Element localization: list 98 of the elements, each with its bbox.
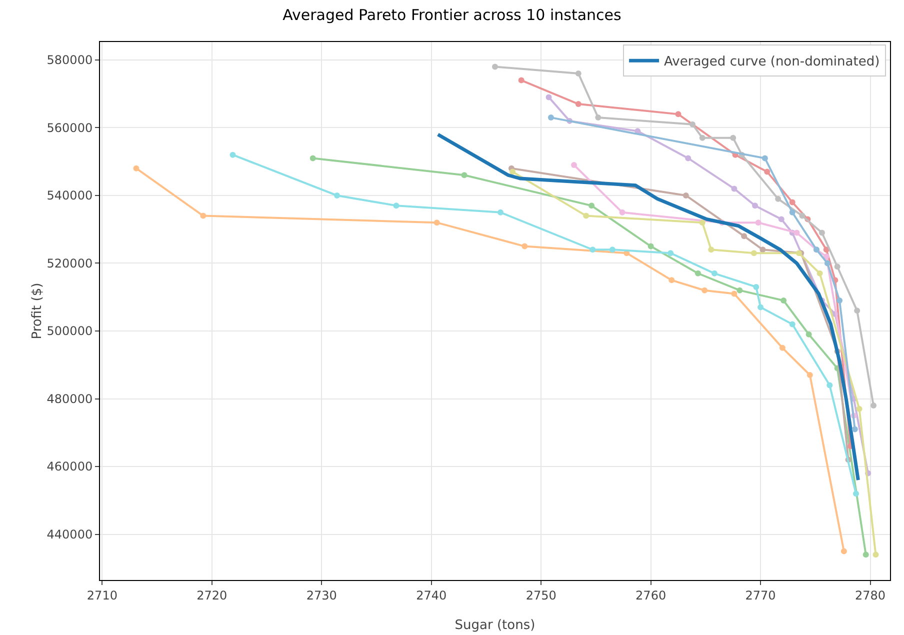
point [872, 552, 879, 558]
point [778, 216, 784, 222]
point [818, 230, 825, 236]
point [310, 155, 316, 162]
point [648, 243, 654, 250]
point [789, 209, 796, 216]
point [548, 114, 554, 121]
point [794, 230, 800, 236]
legend-label: Averaged curve (non-dominated) [664, 54, 880, 70]
point [762, 155, 768, 162]
point [752, 202, 758, 209]
point [492, 64, 498, 70]
point [708, 246, 714, 253]
point [856, 406, 862, 412]
point [609, 246, 616, 253]
point [736, 287, 743, 294]
x-tick-label: 2770 [745, 588, 776, 602]
point [836, 298, 843, 304]
point [741, 233, 748, 240]
y-tick-label: 440000 [46, 527, 93, 542]
y-tick-label: 540000 [46, 188, 93, 203]
point [434, 220, 440, 226]
chart-title: Averaged Pareto Frontier across 10 instances [282, 6, 622, 24]
point [690, 121, 696, 128]
point [826, 382, 833, 388]
point [806, 372, 813, 378]
point [518, 77, 524, 84]
point [583, 212, 590, 219]
point [393, 202, 400, 209]
point [595, 114, 602, 121]
point [702, 287, 708, 294]
y-tick-label: 500000 [46, 324, 93, 338]
point [334, 192, 340, 198]
x-tick-label: 2740 [416, 588, 447, 602]
point [775, 196, 782, 202]
point [588, 202, 595, 209]
point [731, 186, 738, 192]
point [840, 548, 847, 554]
line-series [436, 132, 860, 482]
point [575, 101, 582, 107]
point [834, 264, 840, 270]
point [575, 70, 582, 77]
point [789, 199, 796, 206]
point [758, 304, 764, 310]
point [796, 250, 802, 256]
point [780, 298, 787, 304]
point [522, 243, 528, 250]
point [497, 209, 504, 216]
point [854, 308, 860, 314]
point [699, 220, 706, 226]
point [571, 162, 577, 168]
point [789, 321, 796, 328]
point [590, 246, 596, 253]
point [753, 284, 760, 290]
point [619, 209, 626, 216]
x-tick-label: 2760 [636, 588, 666, 602]
point [862, 552, 869, 558]
point [779, 344, 786, 351]
x-tick-label: 2780 [854, 588, 886, 602]
point [461, 172, 468, 178]
point [852, 426, 858, 432]
y-tick-label: 460000 [46, 460, 93, 474]
x-tick-label: 2730 [306, 588, 337, 602]
point [668, 250, 674, 256]
point [699, 134, 706, 141]
point [682, 192, 689, 198]
point [200, 212, 206, 219]
x-axis-title: Sugar (tons) [454, 618, 536, 633]
point [694, 270, 701, 276]
y-tick-label: 560000 [46, 120, 93, 135]
point [750, 250, 757, 256]
point [675, 111, 682, 118]
point [870, 402, 877, 409]
point [711, 270, 718, 276]
point [731, 290, 738, 297]
point [824, 260, 830, 266]
x-tick-label: 2710 [86, 588, 118, 602]
point [685, 155, 692, 162]
point [668, 277, 675, 284]
point [230, 152, 236, 158]
point [764, 168, 770, 175]
point [510, 168, 516, 175]
point [760, 246, 766, 253]
y-axis-title: Profit ($) [30, 282, 45, 340]
point [852, 490, 859, 497]
y-tick-label: 480000 [46, 392, 93, 406]
point [730, 134, 736, 141]
y-tick-label: 580000 [46, 53, 93, 68]
y-tick-label: 520000 [46, 256, 93, 270]
point [755, 220, 762, 226]
x-tick-label: 2720 [196, 588, 228, 602]
point [806, 331, 812, 338]
point [799, 212, 806, 219]
point [816, 270, 823, 276]
point [133, 165, 140, 172]
point [823, 253, 830, 260]
point [546, 94, 552, 100]
x-tick-label: 2750 [526, 588, 556, 602]
